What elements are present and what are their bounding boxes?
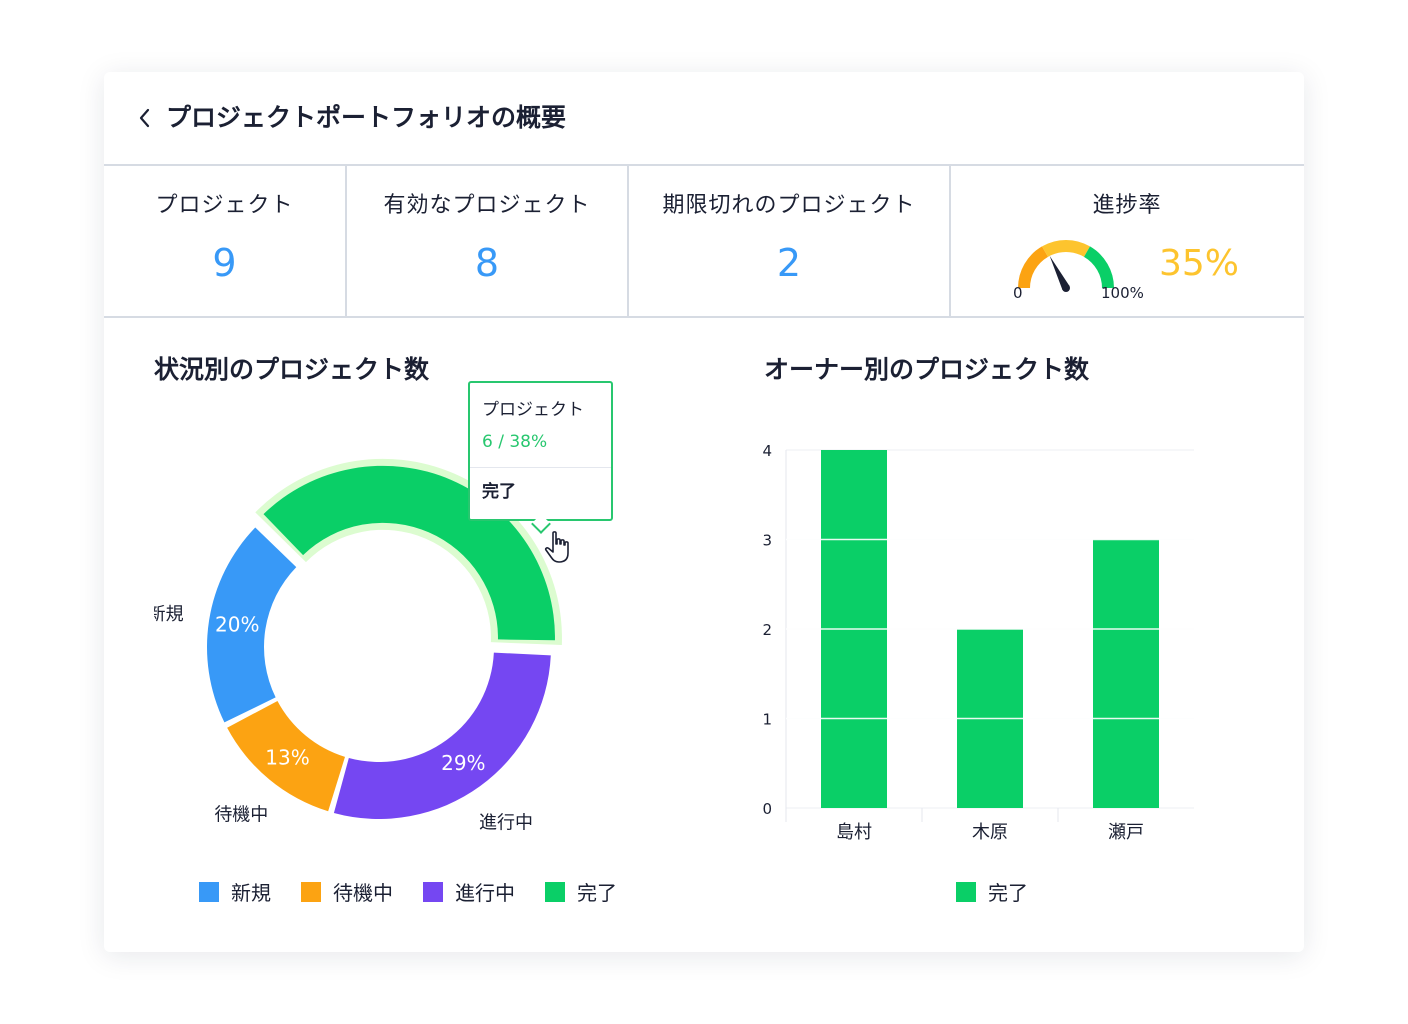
category-label-new: 新規 — [154, 604, 184, 625]
gauge-needle — [1049, 255, 1070, 290]
category-label-in-progress: 進行中 — [479, 813, 533, 834]
gauge-max-label: 100% — [1101, 284, 1144, 302]
legend-label: 新規 — [231, 881, 271, 905]
kpi-label: 期限切れのプロジェクト — [662, 193, 916, 218]
y-tick-label: 4 — [762, 442, 772, 460]
y-tick-label: 3 — [762, 532, 772, 550]
y-tick-label: 0 — [762, 800, 772, 818]
x-tick-label: 木原 — [972, 822, 1008, 843]
owner-legend: 完了 — [956, 877, 1058, 906]
legend-swatch — [423, 881, 443, 902]
kpi-value: 9 — [212, 241, 237, 285]
gauge-hub — [1062, 284, 1070, 292]
legend-item-done[interactable]: 完了 — [956, 877, 1028, 906]
category-label-waiting: 待機中 — [214, 804, 268, 825]
legend-swatch — [199, 881, 219, 902]
legend-label: 進行中 — [455, 881, 515, 905]
status-legend: 新規 待機中 進行中 完了 — [199, 877, 647, 906]
portfolio-card: プロジェクトポートフォリオの概要 プロジェクト 9 有効なプロジェクト 8 期限… — [104, 72, 1304, 952]
tooltip-divider — [470, 467, 611, 468]
kpi-value: 8 — [474, 241, 500, 285]
tooltip-value: 6 / 38% — [482, 432, 548, 452]
kpi-active-projects: 有効なプロジェクト 8 — [345, 166, 627, 316]
tooltip-status: 完了 — [482, 482, 516, 502]
status-donut-chart: 29% 進行中 13% 待機中 20% 新規 — [154, 458, 562, 834]
chart-tooltip: プロジェクト 6 / 38% 完了 — [468, 381, 613, 534]
kpi-progress: 進捗率 0 100% 35% — [949, 166, 1306, 316]
legend-label: 待機中 — [333, 881, 393, 905]
legend-item-done[interactable]: 完了 — [545, 877, 617, 906]
slice-label-new: 20% — [215, 613, 259, 637]
bar — [1093, 539, 1159, 808]
legend-item-waiting[interactable]: 待機中 — [301, 877, 393, 906]
status-chart-title: 状況別のプロジェクト数 — [154, 355, 430, 384]
legend-label: 完了 — [577, 881, 617, 905]
owner-chart-title: オーナー別のプロジェクト数 — [764, 355, 1090, 384]
y-tick-label: 1 — [762, 711, 772, 729]
hand-cursor-icon — [544, 531, 569, 563]
kpi-label: 進捗率 — [1092, 193, 1162, 218]
donut-slice-in-progress — [333, 652, 551, 819]
kpi-label: 有効なプロジェクト — [383, 193, 591, 218]
kpi-label: プロジェクト — [155, 193, 294, 218]
gauge-segment-mid — [1042, 240, 1090, 257]
kpi-value: 2 — [776, 241, 802, 285]
kpi-projects: プロジェクト 9 — [104, 166, 345, 316]
slice-label-in-progress: 29% — [441, 751, 485, 775]
legend-swatch — [301, 881, 321, 902]
legend-item-in-progress[interactable]: 進行中 — [423, 877, 515, 906]
page-title: プロジェクトポートフォリオの概要 — [166, 103, 567, 132]
chevron-left-icon — [139, 108, 150, 128]
legend-label: 完了 — [988, 881, 1028, 905]
kpi-row: プロジェクト 9 有効なプロジェクト 8 期限切れのプロジェクト 2 進捗率 0… — [104, 166, 1304, 318]
legend-swatch — [545, 881, 565, 902]
tooltip-label: プロジェクト — [482, 400, 584, 420]
owner-bar-chart: 0 1 2 3 4 島村 木原 瀬戸 — [762, 442, 1194, 843]
progress-gauge — [1018, 240, 1114, 292]
legend-swatch — [956, 881, 976, 902]
gauge-segment-high — [1083, 246, 1114, 289]
donut-slice-new — [207, 527, 297, 723]
donut-slice-waiting — [227, 700, 345, 812]
y-tick-label: 2 — [762, 621, 772, 639]
x-tick-label: 島村 — [836, 822, 872, 843]
gauge-segment-low — [1018, 246, 1049, 289]
gauge-min-label: 0 — [1013, 284, 1023, 302]
kpi-overdue-projects: 期限切れのプロジェクト 2 — [627, 166, 949, 316]
x-tick-label: 瀬戸 — [1108, 822, 1144, 843]
progress-value: 35% — [1159, 243, 1240, 284]
back-button[interactable] — [132, 102, 156, 134]
slice-label-waiting: 13% — [265, 746, 309, 770]
page-header: プロジェクトポートフォリオの概要 — [104, 72, 1304, 166]
legend-item-new[interactable]: 新規 — [199, 877, 271, 906]
